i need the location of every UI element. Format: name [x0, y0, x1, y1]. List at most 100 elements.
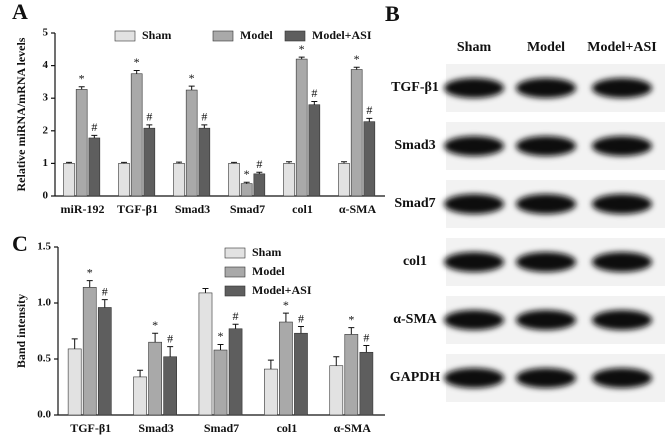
y-tick-label: 0.5: [37, 353, 51, 365]
bar: [143, 127, 156, 197]
blot-band: [516, 310, 576, 330]
bar: [133, 376, 147, 416]
significance-mark: #: [298, 311, 304, 325]
bar: [63, 163, 75, 197]
blot-band: [516, 368, 576, 388]
blot-band: [444, 252, 504, 272]
error-bar: [341, 161, 348, 164]
y-tick-label: 0: [43, 190, 49, 202]
error-bar: [188, 85, 195, 91]
significance-mark: #: [167, 331, 173, 345]
bar: [228, 163, 240, 197]
y-tick-label: 4: [43, 59, 49, 71]
blot-row-label: col1: [403, 254, 427, 269]
significance-mark: *: [152, 318, 158, 332]
significance-mark: *: [79, 72, 85, 86]
x-tick-label: col1: [292, 202, 313, 216]
blot-row-label: TGF-β1: [391, 80, 439, 95]
bar: [295, 58, 308, 197]
bar: [75, 89, 88, 197]
error-bar: [78, 86, 85, 90]
significance-mark: *: [87, 265, 93, 279]
bar: [88, 137, 101, 197]
bar: [329, 365, 344, 416]
significance-mark: *: [354, 52, 360, 66]
blot-column-label: Sham: [457, 40, 492, 55]
bar: [130, 73, 143, 197]
error-bar: [366, 117, 373, 122]
significance-mark: #: [146, 110, 152, 124]
x-tick-label: TGF-β1: [70, 421, 111, 435]
error-bar: [286, 161, 293, 164]
error-bar: [333, 356, 340, 366]
bar: [294, 332, 308, 416]
significance-mark: #: [256, 157, 262, 171]
error-bar: [167, 346, 174, 357]
error-bar: [311, 100, 318, 105]
y-tick-label: 1.0: [37, 297, 51, 309]
bar: [344, 334, 359, 416]
x-tick-label: α-SMA: [339, 202, 377, 216]
error-bar: [232, 323, 239, 329]
bar: [163, 356, 178, 416]
y-tick-label: 1: [43, 157, 49, 169]
panel-label: B: [385, 1, 400, 26]
blot-band: [516, 136, 576, 156]
y-tick-label: 5: [43, 27, 49, 39]
blot-band: [444, 136, 504, 156]
bar: [228, 328, 243, 416]
blot-band: [592, 78, 652, 98]
error-bar: [66, 161, 73, 164]
legend-label: Sham: [142, 28, 171, 42]
y-tick-label: 1.5: [37, 241, 51, 253]
error-bar: [101, 299, 108, 308]
bar: [264, 368, 278, 416]
x-tick-label: Smad7: [230, 202, 265, 216]
y-axis-label: Band intensity: [14, 294, 28, 368]
error-bar: [282, 312, 289, 323]
blot-band: [592, 136, 652, 156]
significance-mark: #: [91, 120, 97, 134]
x-tick-label: miR-192: [61, 202, 105, 216]
bar: [363, 121, 376, 197]
error-bar: [71, 338, 78, 349]
blot-row-label: GAPDH: [390, 370, 441, 385]
error-bar: [353, 66, 360, 70]
bar: [283, 163, 295, 197]
bar: [240, 183, 253, 197]
blot-band: [592, 310, 652, 330]
significance-mark: *: [244, 167, 250, 181]
blot-row-label: Smad7: [394, 196, 435, 211]
legend-label: Model: [240, 28, 273, 42]
error-bar: [297, 326, 304, 334]
significance-mark: *: [299, 42, 305, 56]
bar: [279, 321, 293, 416]
error-bar: [121, 161, 128, 164]
significance-mark: #: [311, 86, 317, 100]
legend-label: Model+ASI: [252, 283, 312, 297]
error-bar: [176, 161, 183, 164]
error-bar: [202, 287, 209, 293]
x-tick-label: Smad7: [204, 421, 239, 435]
bar: [213, 349, 228, 416]
blot-row-label: α-SMA: [393, 312, 437, 327]
error-bar: [137, 369, 144, 377]
significance-mark: #: [102, 284, 108, 298]
significance-mark: #: [363, 330, 369, 344]
y-axis-label: Relative miRNA/mRNA levels: [14, 37, 28, 191]
blot-band: [444, 368, 504, 388]
error-bar: [86, 280, 93, 288]
legend-swatch: [224, 266, 246, 278]
error-bar: [152, 332, 159, 343]
error-bar: [363, 345, 370, 353]
significance-mark: *: [134, 55, 140, 69]
bar: [97, 307, 112, 416]
bar: [148, 341, 162, 416]
bar: [118, 163, 130, 197]
error-bar: [146, 124, 153, 129]
blot-column-label: Model: [527, 40, 565, 55]
significance-mark: #: [366, 103, 372, 117]
legend-swatch: [114, 30, 136, 42]
y-tick-label: 3: [43, 92, 49, 104]
